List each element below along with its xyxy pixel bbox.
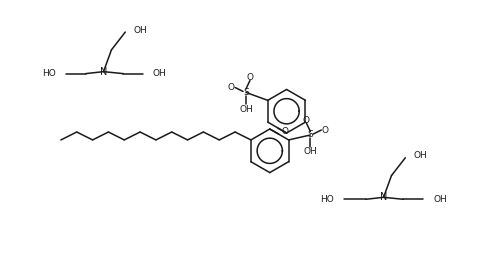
Text: O: O [303,116,310,125]
Text: OH: OH [433,195,447,204]
Text: S: S [307,131,313,139]
Text: HO: HO [320,195,334,204]
Text: OH: OH [239,105,253,114]
Text: N: N [380,192,387,202]
Text: O: O [322,126,329,135]
Text: O: O [282,127,289,135]
Text: HO: HO [42,69,56,78]
Text: O: O [228,83,235,92]
Text: N: N [100,67,107,77]
Text: OH: OH [133,26,147,35]
Text: OH: OH [303,147,317,156]
Text: O: O [247,73,253,82]
Text: OH: OH [413,151,427,160]
Text: S: S [243,88,249,97]
Text: OH: OH [153,69,167,78]
